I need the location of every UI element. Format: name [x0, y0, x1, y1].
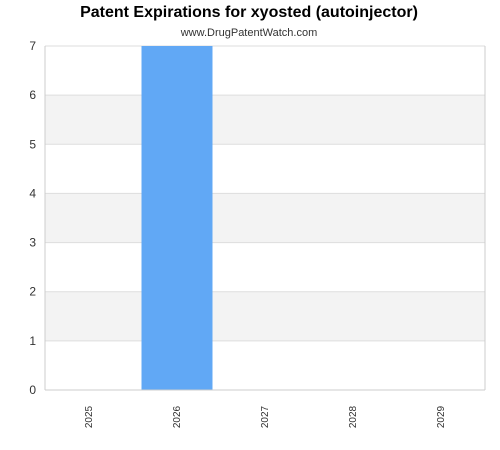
x-tick-label-2029: 2029	[436, 405, 447, 428]
bar-2026	[142, 46, 213, 390]
y-tick-label-6: 6	[29, 88, 36, 102]
chart-subtitle: www.DrugPatentWatch.com	[180, 27, 318, 39]
y-tick-label-5: 5	[29, 137, 36, 151]
x-tick-label-2028: 2028	[348, 405, 359, 428]
y-tick-label-3: 3	[29, 236, 36, 250]
background-bands	[45, 46, 485, 390]
band-3	[45, 193, 485, 242]
band-0	[45, 341, 485, 390]
band-5	[45, 95, 485, 144]
y-tick-labels: 0 1 2 3 4 5 6 7	[29, 39, 36, 397]
x-tick-label-2027: 2027	[260, 405, 271, 428]
chart-title: Patent Expirations for xyosted (autoinje…	[80, 4, 418, 21]
bars	[142, 46, 213, 390]
y-tick-label-1: 1	[29, 334, 36, 348]
y-tick-label-2: 2	[29, 285, 36, 299]
band-2	[45, 243, 485, 292]
y-tick-label-7: 7	[29, 39, 36, 53]
y-tick-label-0: 0	[29, 383, 36, 397]
band-6	[45, 46, 485, 95]
y-tick-label-4: 4	[29, 186, 36, 200]
band-4	[45, 144, 485, 193]
band-1	[45, 292, 485, 341]
x-tick-label-2026: 2026	[172, 405, 183, 428]
x-tick-label-2025: 2025	[84, 405, 95, 428]
x-tick-labels: 2025 2026 2027 2028 2029	[84, 405, 447, 428]
